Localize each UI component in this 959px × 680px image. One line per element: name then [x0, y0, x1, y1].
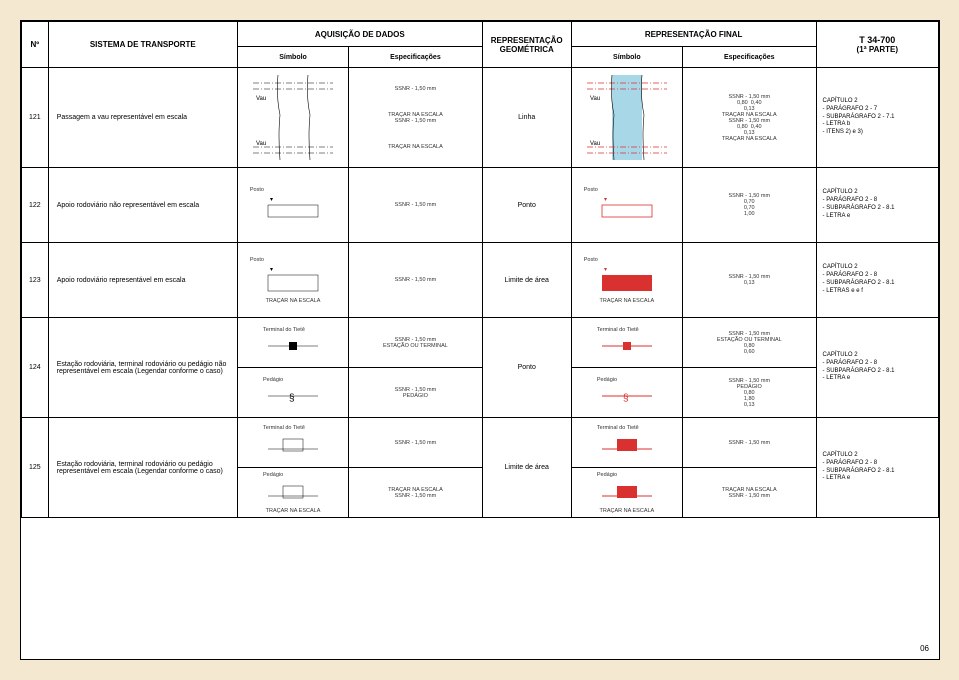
spec-cell: SSNR - 1,50 mm TRAÇAR NA ESCALA SSNR - 1…	[683, 418, 817, 518]
symbol-cell: Vau Vau	[237, 68, 348, 168]
terminal-area-final-icon	[597, 431, 657, 461]
row-desc: Apoio rodoviário não representável em es…	[48, 168, 237, 243]
svg-text:▾: ▾	[604, 197, 607, 203]
svg-text:Vau: Vau	[256, 141, 266, 147]
spec-cell: SSNR - 1,50 mm ESTAÇÃO OU TERMINAL 0,80 …	[683, 318, 817, 418]
geom-cell: Ponto	[482, 318, 571, 418]
row-num: 124	[22, 318, 49, 418]
symbol-cell: Vau Vau	[571, 68, 682, 168]
terminal-final-icon	[597, 333, 657, 359]
svg-text:▾: ▾	[270, 267, 273, 273]
pedagio-acq-icon: §	[263, 383, 323, 409]
ref-cell: CAPÍTULO 2 - PARÁGRAFO 2 - 8 - SUBPARÁGR…	[816, 418, 938, 518]
svg-text:Vau: Vau	[590, 96, 600, 102]
ref-cell: CAPÍTULO 2 - PARÁGRAFO 2 - 7 - SUBPARÁGR…	[816, 68, 938, 168]
header-acq: AQUISIÇÃO DE DADOS	[237, 22, 482, 47]
row-num: 122	[22, 168, 49, 243]
symbol-cell: Posto ▾ TRAÇAR NA ESCALA	[571, 243, 682, 318]
header-system: SISTEMA DE TRANSPORTE	[48, 22, 237, 68]
spec-cell: SSNR - 1,50 mm TRAÇAR NA ESCALA SSNR - 1…	[349, 68, 483, 168]
svg-text:Vau: Vau	[590, 141, 600, 147]
header-spec2: Especificações	[683, 47, 817, 68]
header-final: REPRESENTAÇÃO FINAL	[571, 22, 816, 47]
row-desc: Estação rodoviária, terminal rodoviário …	[48, 318, 237, 418]
symbol-cell: Posto ▾	[571, 168, 682, 243]
header-symbol1: Símbolo	[237, 47, 348, 68]
pedagio-area-final-icon	[597, 478, 657, 508]
spec-cell: SSNR - 1,50 mm 0,13	[683, 243, 817, 318]
pedagio-final-icon: §	[597, 383, 657, 409]
spec-cell: SSNR - 1,50 mm 0,70 0,70 1,00	[683, 168, 817, 243]
row-num: 125	[22, 418, 49, 518]
row-desc: Estação rodoviária, terminal rodoviário …	[48, 418, 237, 518]
vau-acq-icon: Vau Vau	[248, 75, 338, 160]
row-desc: Passagem a vau representável em escala	[48, 68, 237, 168]
row-num: 123	[22, 243, 49, 318]
symbol-cell: Terminal do Tietê Pedágio	[237, 418, 348, 518]
ref-cell: CAPÍTULO 2 - PARÁGRAFO 2 - 8 - SUBPARÁGR…	[816, 168, 938, 243]
svg-text:§: §	[289, 393, 295, 404]
header-code: T 34-700 (1ª PARTE)	[816, 22, 938, 68]
pedagio-area-acq-icon	[263, 478, 323, 508]
spec-cell: SSNR - 1,50 mm ESTAÇÃO OU TERMINAL SSNR …	[349, 318, 483, 418]
geom-cell: Linha	[482, 68, 571, 168]
ref-cell: CAPÍTULO 2 - PARÁGRAFO 2 - 8 - SUBPARÁGR…	[816, 243, 938, 318]
row-num: 121	[22, 68, 49, 168]
header-symbol2: Símbolo	[571, 47, 682, 68]
spec-cell: SSNR - 1,50 mm	[349, 168, 483, 243]
svg-text:§: §	[623, 393, 629, 404]
spec-cell: SSNR - 1,50 mm 0,80 0,40 0,13 TRAÇAR NA …	[683, 68, 817, 168]
geom-cell: Limite de área	[482, 418, 571, 518]
symbol-cell: Terminal do Tietê Pedágio	[237, 318, 348, 418]
svg-text:Vau: Vau	[256, 96, 266, 102]
vau-final-icon: Vau Vau	[582, 75, 672, 160]
posto-final-icon: ▾	[592, 193, 662, 223]
svg-text:▾: ▾	[270, 197, 273, 203]
page-number: 06	[920, 644, 929, 653]
symbol-cell: Posto ▾	[237, 168, 348, 243]
ref-cell: CAPÍTULO 2 - PARÁGRAFO 2 - 8 - SUBPARÁGR…	[816, 318, 938, 418]
posto-area-final-icon: ▾	[592, 263, 662, 298]
header-geom: REPRESENTAÇÃO GEOMÉTRICA	[482, 22, 571, 68]
posto-area-acq-icon: ▾	[258, 263, 328, 298]
spec-cell: SSNR - 1,50 mm TRAÇAR NA ESCALA SSNR - 1…	[349, 418, 483, 518]
svg-text:▾: ▾	[604, 267, 607, 273]
terminal-area-acq-icon	[263, 431, 323, 461]
spec-cell: SSNR - 1,50 mm	[349, 243, 483, 318]
symbol-cell: Terminal do Tietê Pedágio	[571, 418, 682, 518]
posto-acq-icon: ▾	[258, 193, 328, 223]
terminal-acq-icon	[263, 333, 323, 359]
header-spec1: Especificações	[349, 47, 483, 68]
symbol-cell: Terminal do Tietê Pedágio	[571, 318, 682, 418]
document-page: Nº SISTEMA DE TRANSPORTE AQUISIÇÃO DE DA…	[20, 20, 940, 660]
spec-table: Nº SISTEMA DE TRANSPORTE AQUISIÇÃO DE DA…	[21, 21, 939, 518]
symbol-cell: Posto ▾ TRAÇAR NA ESCALA	[237, 243, 348, 318]
row-desc: Apoio rodoviário representável em escala	[48, 243, 237, 318]
header-num: Nº	[22, 22, 49, 68]
geom-cell: Ponto	[482, 168, 571, 243]
geom-cell: Limite de área	[482, 243, 571, 318]
